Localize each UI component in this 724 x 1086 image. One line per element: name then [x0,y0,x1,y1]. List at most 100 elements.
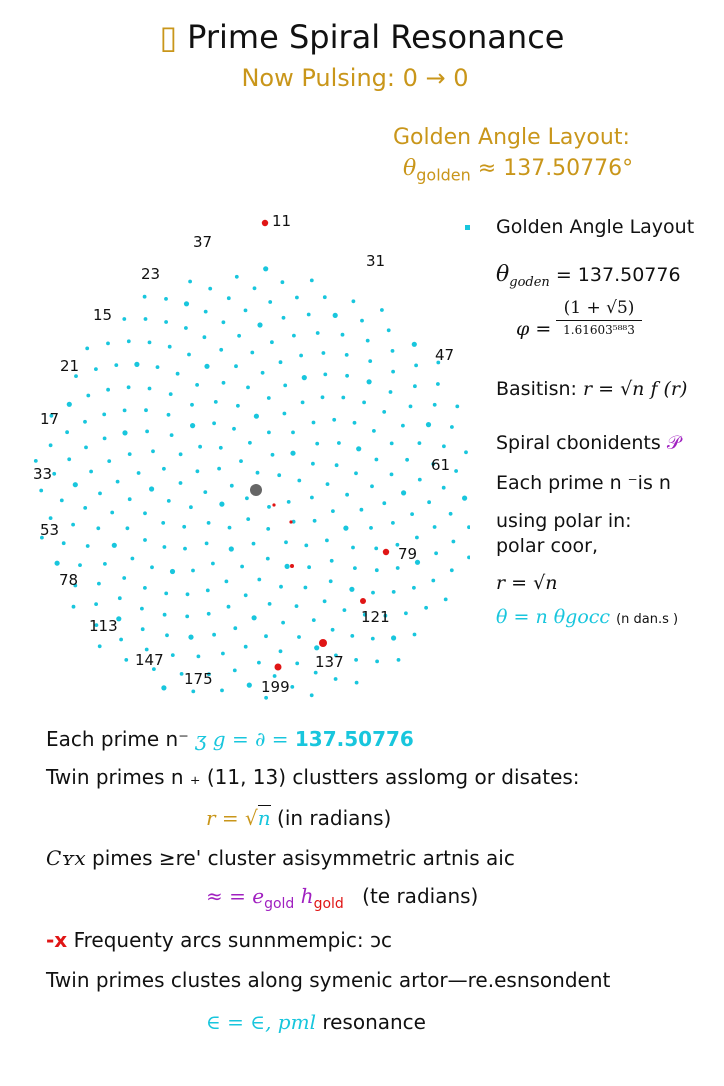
spiral-point [442,444,446,449]
spiral-point [219,347,224,352]
spiral-point [351,299,356,304]
spiral-point [322,599,327,604]
spiral-point [206,611,211,616]
spiral-point [297,635,301,639]
theta-symbol: θ [403,156,417,181]
spiral-point [436,360,441,365]
bottom-row-1: Each prime n⁻ ʒ g = ∂ = 137.50776 [46,727,414,751]
spiral-point [304,543,309,548]
spiral-point [240,564,245,569]
spiral-center-point [250,484,262,496]
phi-numerator: (1 + √5) [556,298,642,321]
spiral-point [414,363,418,368]
spiral-point [315,331,320,335]
spiral-point [111,542,117,548]
spiral-point [147,340,152,345]
spiral-point [143,538,147,542]
spiral-label: 15 [93,306,112,324]
spiral-point [169,568,176,575]
row1-mid: ʒ g = ∂ = [195,727,289,751]
spiral-point [66,401,72,407]
spiral-point [353,566,357,570]
spiral-point [272,674,277,678]
spiral-point [143,317,148,321]
sidebar-line1: Each prime n ⁻is n [496,472,671,494]
spiral-label: 33 [33,465,52,483]
spiral-point [83,506,88,510]
spiral-point [374,546,379,551]
spiral-point [315,441,320,446]
spiral-point [96,526,101,531]
spiral-point [374,457,379,462]
spiral-point [162,612,167,617]
spiral-point [236,403,240,408]
spiral-point [221,380,226,385]
spiral-point [334,463,339,468]
spiral-point [115,479,120,484]
spiral-point [165,633,169,638]
row3-suffix: (in radians) [277,806,392,830]
spiral-point [205,588,210,593]
spiral-point [432,525,437,529]
spiral-point [401,423,405,428]
spiral-point [71,604,76,609]
spiral-point [122,317,127,321]
spiral-point [290,685,295,689]
spiral-point [323,372,328,377]
spiral-point [311,461,315,466]
spiral-point [179,672,184,676]
spiral-point [303,585,308,590]
spiral-point [94,602,98,606]
spiral-point [122,576,127,580]
spiral-label: 47 [435,346,454,364]
spiral-point [84,445,88,450]
spiral-label: 17 [40,410,59,428]
spiral-point [307,565,311,570]
spiral-point [431,578,436,583]
spiral-point [280,280,285,285]
spiral-point [386,328,391,333]
spiral-point [290,450,296,456]
spiral-point [198,444,203,449]
bottom-row-4: Cʏx pimes ≥re' cluster asisymmetric artn… [46,846,515,870]
spiral-point [94,623,99,627]
spiral-point [424,605,428,610]
spiral-point [362,612,367,617]
spiral-label: 21 [60,357,79,375]
spiral-point [211,561,215,566]
spiral-point [106,387,110,392]
spiral-point [119,637,123,642]
theta-formula-suffix: (n dan.s ) [616,612,679,627]
spiral-point [212,632,217,637]
spiral-point [337,441,341,445]
spiral-point [260,370,265,375]
spiral-point [130,556,135,561]
row3-r: r = √ [206,806,258,830]
spiral-point [183,301,190,307]
spiral-point [39,488,44,493]
spiral-point [144,408,148,413]
row4-prefix: Cʏx [46,846,86,870]
spiral-point [221,320,226,325]
spiral-point [301,375,307,381]
spiral-point [412,632,417,637]
spiral-point [352,420,357,425]
spiral-label: 79 [398,545,417,563]
spiral-point [283,383,288,388]
spiral-point [184,326,188,330]
golden-angle-heading: Golden Angle Layout: [393,125,630,150]
highlighted-prime-point [382,548,390,556]
spiral-point [206,521,211,525]
sidebar-theta: θ [496,262,510,287]
spiral-point [103,562,107,566]
spiral-point [310,495,314,500]
spiral-point [359,507,364,512]
spiral-point [71,522,75,527]
spiral-point [309,278,314,283]
spiral-point [168,392,173,396]
spiral-point [372,429,376,433]
prime-spiral-plot: 11 37 31 23 15 47 21 17 61 33 53 79 78 121 113 137 147 17… [33,212,470,700]
spiral-point [110,510,115,515]
spiral-point [391,590,396,594]
spiral-point [142,294,147,299]
